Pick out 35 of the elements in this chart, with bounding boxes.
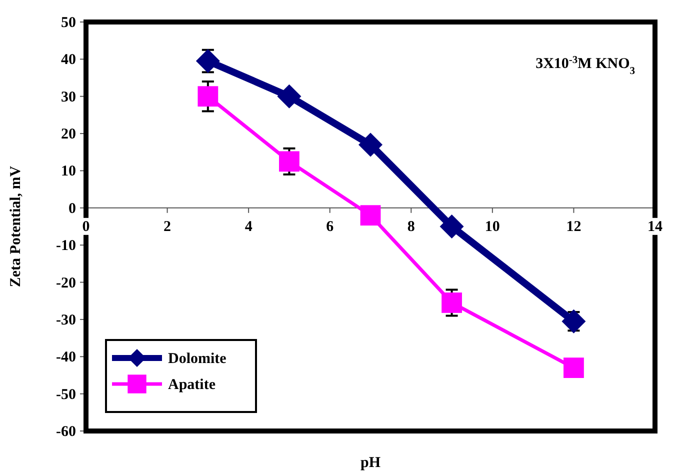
x-tick-label: 10 bbox=[484, 218, 500, 235]
y-tick-label: -10 bbox=[56, 238, 76, 254]
y-tick-label: 0 bbox=[68, 200, 76, 217]
legend-label: Apatite bbox=[168, 377, 216, 393]
point bbox=[279, 151, 300, 172]
y-tick-label: -40 bbox=[56, 350, 76, 366]
x-tick-label: 2 bbox=[164, 218, 172, 235]
point bbox=[360, 205, 381, 226]
x-tick-label: 12 bbox=[566, 218, 582, 235]
point bbox=[277, 84, 302, 108]
point bbox=[198, 86, 218, 107]
y-tick-label: -30 bbox=[56, 312, 76, 328]
y-tick-label: 50 bbox=[61, 15, 76, 31]
annotation: 3X10$^{-3}$M KNO$_{3}$ bbox=[536, 54, 635, 76]
y-tick-label: -20 bbox=[56, 275, 76, 292]
x-tick-label: 8 bbox=[407, 218, 415, 235]
x-tick-label: 4 bbox=[244, 218, 253, 235]
x-tick-label: 14 bbox=[648, 218, 663, 235]
y-tick-label: 20 bbox=[61, 126, 76, 143]
y-tick-label: -60 bbox=[56, 424, 76, 440]
x-tick-label: 0 bbox=[82, 218, 90, 235]
point bbox=[442, 292, 462, 313]
point bbox=[358, 132, 382, 157]
point bbox=[440, 214, 464, 238]
y-tick-label: -50 bbox=[56, 386, 76, 403]
x-axis-title: pH bbox=[360, 455, 381, 471]
y-tick-label: 30 bbox=[61, 89, 76, 106]
x-tick-label: 6 bbox=[326, 218, 334, 235]
point bbox=[562, 309, 586, 334]
y-tick-label: 10 bbox=[61, 164, 76, 180]
y-tick-label: 40 bbox=[61, 52, 76, 68]
y-axis-title: Zeta Potential, mV bbox=[8, 166, 24, 288]
point bbox=[196, 49, 220, 74]
point bbox=[564, 358, 584, 378]
legend-label: Dolomite bbox=[168, 351, 227, 367]
